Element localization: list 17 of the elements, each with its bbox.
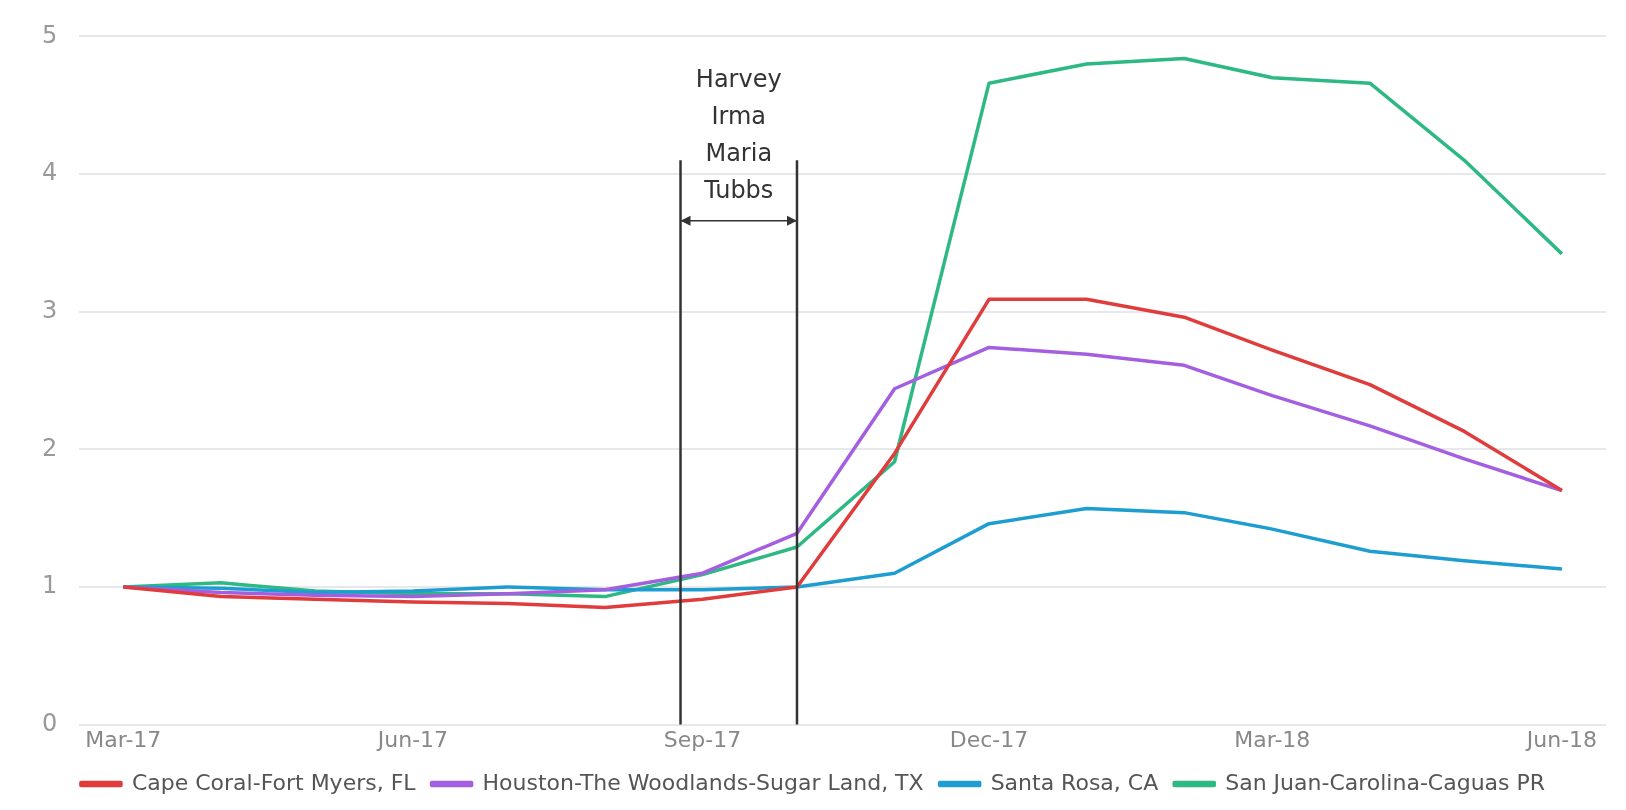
legend-label: San Juan-Carolina-Caguas PR — [1225, 769, 1546, 795]
x-tick-label: Dec-17 — [949, 726, 1029, 752]
y-tick-label: 5 — [41, 20, 58, 49]
legend-label: Santa Rosa, CA — [990, 769, 1159, 795]
x-tick-label: Sep-17 — [663, 726, 742, 752]
y-tick-label: 1 — [41, 571, 58, 600]
x-tick-label: Mar-18 — [1234, 726, 1311, 752]
legend-label: Houston-The Woodlands-Sugar Land, TX — [482, 769, 924, 795]
x-tick-label: Mar-17 — [85, 726, 162, 752]
annotation: Harvey Irma Maria Tubbs — [695, 64, 782, 204]
x-tick-label: Jun-18 — [1524, 726, 1598, 752]
legend-label: Cape Coral-Fort Myers, FL — [131, 769, 417, 795]
y-tick-label: 4 — [41, 158, 58, 187]
y-tick-label: 2 — [41, 433, 58, 462]
x-tick-label: Jun-17 — [375, 726, 449, 752]
y-tick-label: 0 — [41, 708, 58, 737]
y-tick-label: 3 — [41, 295, 58, 324]
